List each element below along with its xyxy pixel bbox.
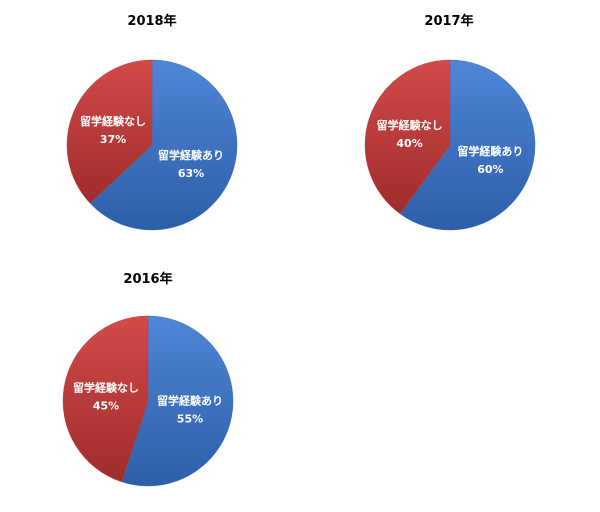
pie-svg-2016: 2016年 留学経験あり 55% 留学経験なし 45%	[62, 271, 234, 487]
pie-slice-2017-abroad-no	[364, 59, 451, 215]
pie-chart-2016: 2016年 留学経験あり 55% 留学経験なし 45%	[0, 256, 300, 512]
slice-category-label-2016-0: 留学経験あり	[157, 394, 223, 408]
pie-slice-2018-abroad-yes	[89, 59, 238, 231]
pie-slices-2017: 留学経験あり 60% 留学経験なし 40%	[364, 59, 536, 231]
pie-chart-2018: 2018年 留学経験あり 63% 留学経験なし 37%	[0, 0, 300, 256]
slice-value-label-2016-1: 45%	[93, 399, 119, 412]
pie-slices-2018: 留学経験あり 63% 留学経験なし 37%	[66, 59, 238, 231]
slice-category-label-2018-0: 留学経験あり	[158, 148, 224, 162]
slice-category-label-2016-1: 留学経験なし	[73, 380, 139, 394]
pie-chart-2017: 2017年 留学経験あり 60% 留学経験なし 40%	[300, 0, 600, 256]
slice-value-label-2018-1: 37%	[100, 133, 126, 146]
pie-svg-2018: 2018年 留学経験あり 63% 留学経験なし 37%	[66, 13, 238, 231]
slice-category-label-2017-0: 留学経験あり	[457, 144, 523, 158]
pie-slice-2018-abroad-no	[66, 59, 153, 204]
chart-title-2018: 2018年	[127, 13, 176, 29]
pie-slice-2017-abroad-yes	[399, 59, 536, 231]
slice-value-label-2016-0: 55%	[177, 413, 203, 426]
chart-title-2016: 2016年	[123, 271, 172, 287]
pie-slice-2016-abroad-no	[62, 315, 149, 483]
slice-category-label-2018-1: 留学経験なし	[80, 114, 146, 128]
slice-value-label-2018-0: 63%	[178, 167, 204, 180]
chart-title-2017: 2017年	[424, 13, 473, 29]
pie-slices-2016: 留学経験あり 55% 留学経験なし 45%	[62, 315, 234, 487]
pie-svg-2017: 2017年 留学経験あり 60% 留学経験なし 40%	[364, 13, 536, 231]
slice-category-label-2017-1: 留学経験なし	[377, 118, 443, 132]
slice-value-label-2017-0: 60%	[477, 163, 503, 176]
pie-slice-2016-abroad-yes	[121, 315, 234, 487]
slice-value-label-2017-1: 40%	[396, 137, 422, 150]
